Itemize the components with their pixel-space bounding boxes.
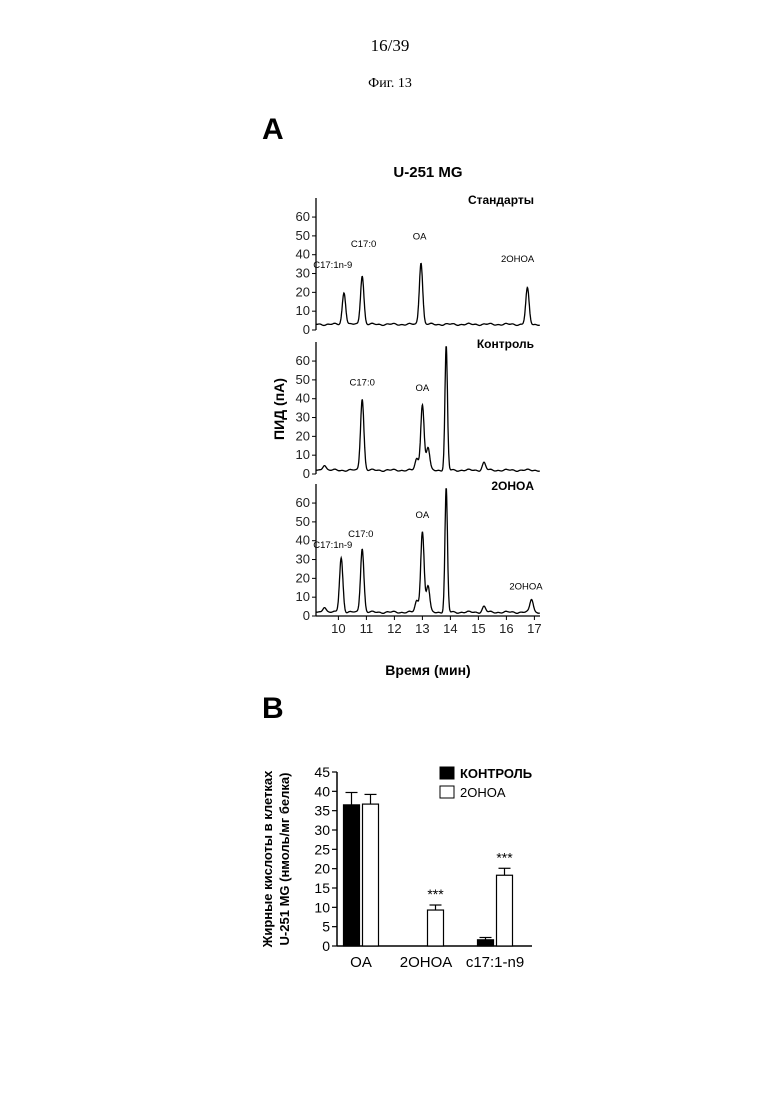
panel-name: Контроль xyxy=(477,337,534,351)
chromatogram-panel: 0 10 20 30 40 50 60 Контроль C17:0 OA xyxy=(296,337,540,481)
y-tick-label: 10 xyxy=(296,447,310,462)
x-category-label: 2OHOA xyxy=(400,954,453,971)
x-tick-label: 14 xyxy=(443,621,457,636)
x-tick-label: 16 xyxy=(499,621,513,636)
chromatogram-panel: 0 10 20 30 40 50 60 2OHOA C17:1n-9C17:0 OA 2OHOA xyxy=(296,479,544,623)
y-tick-label: 60 xyxy=(296,495,310,510)
peak-label: C17:1n-9 xyxy=(313,540,352,551)
bar xyxy=(478,940,494,946)
peak-label: C17:0 xyxy=(348,529,373,540)
y-axis-label: ПИД (пА) xyxy=(271,378,287,440)
y-tick-label: 25 xyxy=(314,841,330,857)
y-tick-label: 45 xyxy=(314,764,330,780)
y-tick-label: 50 xyxy=(296,228,310,243)
bar-chart-figure: Жирные кислоты в клеткахU-251 MG (нмоль/… xyxy=(0,740,780,1040)
y-tick-label: 15 xyxy=(314,880,330,896)
y-tick-label: 0 xyxy=(322,938,330,954)
y-tick-label: 5 xyxy=(322,919,330,935)
x-tick-label: 10 xyxy=(331,621,345,636)
bar xyxy=(344,805,360,946)
peak-label: C17:0 xyxy=(350,378,375,389)
y-tick-label: 35 xyxy=(314,803,330,819)
y-tick-label: 10 xyxy=(314,899,330,915)
panel-name: Стандарты xyxy=(468,193,534,207)
y-axis-label-line2: U-251 MG (нмоль/мг белка) xyxy=(277,773,292,946)
y-tick-label: 0 xyxy=(303,466,310,481)
x-tick-label: 12 xyxy=(387,621,401,636)
y-tick-label: 10 xyxy=(296,589,310,604)
chart-title: U-251 MG xyxy=(393,164,462,181)
chromatogram-trace xyxy=(316,347,540,471)
panel-name: 2OHOA xyxy=(491,479,534,493)
significance-marker: *** xyxy=(496,849,513,865)
legend-swatch xyxy=(440,786,454,798)
y-axis-label-line1: Жирные кислоты в клетках xyxy=(260,770,275,949)
x-category-label: OA xyxy=(350,954,372,971)
x-tick-label: 11 xyxy=(360,621,374,636)
y-tick-label: 20 xyxy=(296,284,310,299)
y-tick-label: 30 xyxy=(296,410,310,425)
y-tick-label: 20 xyxy=(296,428,310,443)
y-tick-label: 20 xyxy=(314,861,330,877)
y-tick-label: 50 xyxy=(296,372,310,387)
legend-swatch xyxy=(440,767,454,779)
y-tick-label: 50 xyxy=(296,514,310,529)
legend-label: КОНТРОЛЬ xyxy=(460,766,532,781)
y-tick-label: 30 xyxy=(296,552,310,567)
peak-label: 2OHOA xyxy=(501,254,535,265)
bar xyxy=(363,804,379,946)
x-category-label: c17:1-n9 xyxy=(466,954,524,971)
peak-label: OA xyxy=(413,232,427,243)
x-tick-label: 15 xyxy=(471,621,485,636)
y-tick-label: 60 xyxy=(296,209,310,224)
legend-label: 2OHOA xyxy=(460,785,506,800)
y-tick-label: 60 xyxy=(296,353,310,368)
x-tick-label: 13 xyxy=(415,621,429,636)
bar xyxy=(428,910,444,946)
chromatogram-figure: U-251 MG ПИД (пА) 0 10 20 30 40 50 60 Стандарты C1… xyxy=(0,0,780,700)
peak-label: OA xyxy=(416,383,430,394)
y-tick-label: 0 xyxy=(303,608,310,623)
peak-label: C17:0 xyxy=(351,239,376,250)
peak-label: 2OHOA xyxy=(509,582,543,593)
y-tick-label: 0 xyxy=(303,322,310,337)
chromatogram-trace xyxy=(316,264,540,326)
y-tick-label: 40 xyxy=(296,247,310,262)
y-tick-label: 10 xyxy=(296,303,310,318)
y-tick-label: 40 xyxy=(296,533,310,548)
peak-label: OA xyxy=(416,510,430,521)
significance-marker: *** xyxy=(427,886,444,902)
x-axis-label: Время (мин) xyxy=(385,662,470,678)
peak-label: C17:1n-9 xyxy=(313,260,352,271)
y-tick-label: 40 xyxy=(314,783,330,799)
bar xyxy=(497,875,513,946)
chromatogram-panel: 0 10 20 30 40 50 60 Стандарты C17:1n-9 C17:0 OA 2OH… xyxy=(296,193,540,337)
y-tick-label: 30 xyxy=(314,822,330,838)
y-tick-label: 30 xyxy=(296,266,310,281)
y-tick-label: 20 xyxy=(296,570,310,585)
y-tick-label: 40 xyxy=(296,391,310,406)
x-tick-label: 17 xyxy=(527,621,541,636)
